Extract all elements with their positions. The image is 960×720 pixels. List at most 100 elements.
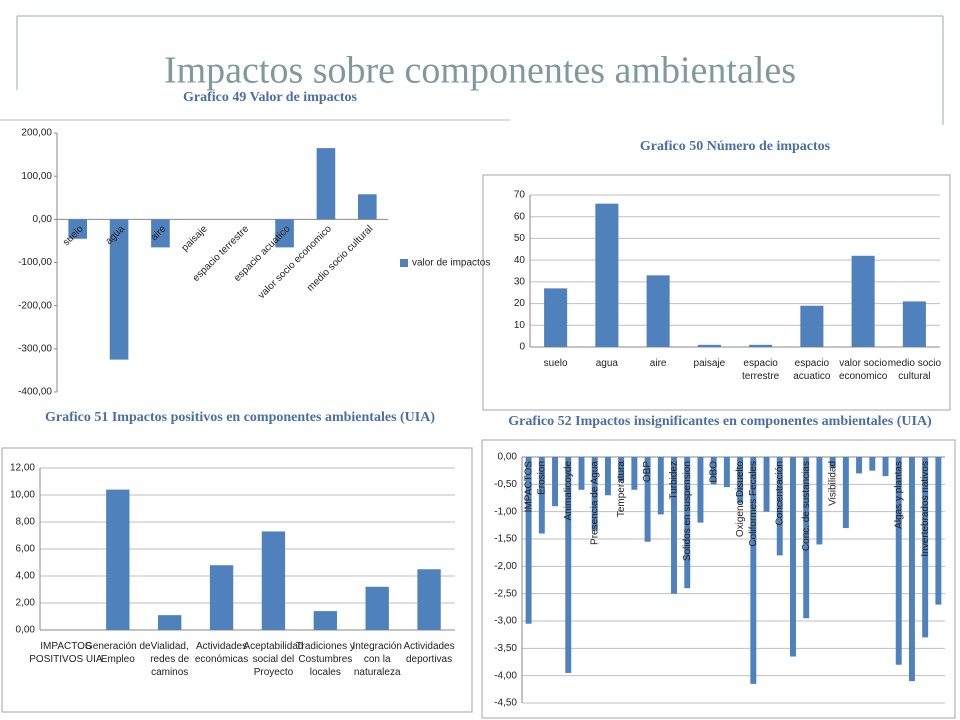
chart-frame <box>482 174 951 411</box>
bar <box>544 288 568 347</box>
y-tick-label: 2,00 <box>16 598 36 609</box>
x-tick-label: espacio terrestre <box>742 358 780 382</box>
bar <box>106 489 130 630</box>
x-tick-label: Temperatura <box>616 461 627 518</box>
bar <box>829 457 836 468</box>
bar <box>869 457 876 471</box>
bar <box>365 586 389 630</box>
y-tick-label: -2,50 <box>494 588 517 599</box>
bar <box>618 457 625 482</box>
y-tick-label: 0,00 <box>16 625 36 636</box>
x-tick-label: IMPACTOS <box>523 461 534 513</box>
bar <box>803 457 810 619</box>
chart-title: Grafico 50 Número de impactos <box>640 139 831 154</box>
y-tick-label: -100,00 <box>18 257 52 268</box>
bar <box>358 194 377 220</box>
bar <box>842 457 849 529</box>
bar <box>565 457 572 673</box>
bar <box>631 457 638 490</box>
bar <box>697 457 704 523</box>
y-tick-label: 0 <box>519 342 525 353</box>
y-tick-label: -1,00 <box>494 506 517 517</box>
y-tick-label: 60 <box>514 211 526 222</box>
y-tick-label: 4,00 <box>16 571 36 582</box>
bar <box>578 457 585 490</box>
bar <box>109 219 129 360</box>
bar <box>763 457 770 512</box>
y-tick-label: 0,00 <box>33 214 53 225</box>
x-tick-label: suelo <box>544 358 568 369</box>
x-tick-label: Actividades económicas <box>195 641 248 665</box>
bar <box>604 457 611 496</box>
chart-title: Grafico 51 Impactos positivos en compone… <box>45 410 435 425</box>
x-tick-label: Presencia de Agua <box>589 461 600 545</box>
bar <box>646 275 670 347</box>
y-tick-label: -0,50 <box>494 479 517 490</box>
y-tick-label: 10 <box>514 320 526 331</box>
bar <box>657 457 664 515</box>
bar <box>750 457 757 684</box>
bar <box>895 457 902 665</box>
x-tick-label: Actividades deportivas <box>403 641 454 665</box>
bar <box>882 457 889 477</box>
y-tick-label: 40 <box>514 255 526 266</box>
y-tick-label: 100,00 <box>21 171 52 182</box>
y-tick-label: 12,00 <box>10 463 35 474</box>
x-tick-label: espacio acuatico <box>793 358 831 382</box>
x-tick-label: DBO <box>708 461 719 483</box>
bar <box>749 344 773 347</box>
chart-title: Grafico 49 Valor de impactos <box>183 90 358 105</box>
chart-frame <box>481 439 956 719</box>
y-tick-label: -4,50 <box>494 698 517 709</box>
y-tick-label: -300,00 <box>18 343 52 354</box>
bar <box>684 457 691 589</box>
x-tick-label: Animalicoyde <box>563 461 574 521</box>
y-tick-label: -3,00 <box>494 616 517 627</box>
bar <box>261 531 286 630</box>
x-tick-label: Solidos en suspension <box>682 461 693 561</box>
legend-label: valor de impactos <box>412 258 490 269</box>
x-tick-label: Algas y plantas <box>893 461 904 529</box>
x-tick-label: Aceptabilidad social del Proyecto <box>243 641 303 678</box>
y-tick-label: -2,00 <box>494 561 517 572</box>
bar <box>538 457 545 534</box>
bar <box>313 611 337 630</box>
y-tick-label: 30 <box>514 276 526 287</box>
x-tick-label: Vialidad, redes de caminos <box>150 641 189 678</box>
y-tick-label: -3,50 <box>494 643 517 654</box>
x-tick-label: OBP <box>642 461 653 482</box>
slide-title: Impactos sobre componentes ambientales <box>164 50 796 92</box>
bar <box>591 457 598 531</box>
y-tick-label: -400,00 <box>18 387 52 398</box>
x-tick-label: paisaje <box>180 223 210 253</box>
bar <box>525 457 532 624</box>
x-tick-label: Conc. de sustancias <box>801 461 812 551</box>
x-tick-label: Turbidez <box>669 461 680 500</box>
x-tick-label: valor socio economico <box>256 223 334 301</box>
chart-frame <box>1 447 473 713</box>
bar <box>856 457 863 474</box>
y-tick-label: 200,00 <box>21 128 52 139</box>
x-tick-label: Integración con la naturaleza <box>352 641 401 678</box>
x-tick-label: IMPACTOS POSITIVOS UIA <box>29 641 103 665</box>
x-tick-label: valor socio economico <box>839 358 888 382</box>
bar <box>275 219 294 248</box>
x-tick-label: Coliformes Fecales <box>748 461 759 547</box>
x-tick-label: Invertebrados nativos <box>920 461 931 557</box>
bar <box>417 569 441 630</box>
y-tick-label: 20 <box>514 298 526 309</box>
x-tick-label: Tradiciones y Costumbres locales <box>296 641 355 678</box>
legend-swatch <box>400 259 408 267</box>
bar <box>776 457 783 556</box>
bar <box>595 203 619 347</box>
bar <box>851 255 875 347</box>
chart-title: Grafico 52 Impactos insignificantes en c… <box>508 414 932 429</box>
bar <box>710 457 717 485</box>
bar <box>552 457 559 507</box>
bar <box>68 219 87 239</box>
bar <box>644 457 651 542</box>
bar <box>316 148 336 220</box>
y-tick-label: 6,00 <box>16 544 36 555</box>
bar <box>908 457 915 682</box>
bar <box>723 457 730 488</box>
